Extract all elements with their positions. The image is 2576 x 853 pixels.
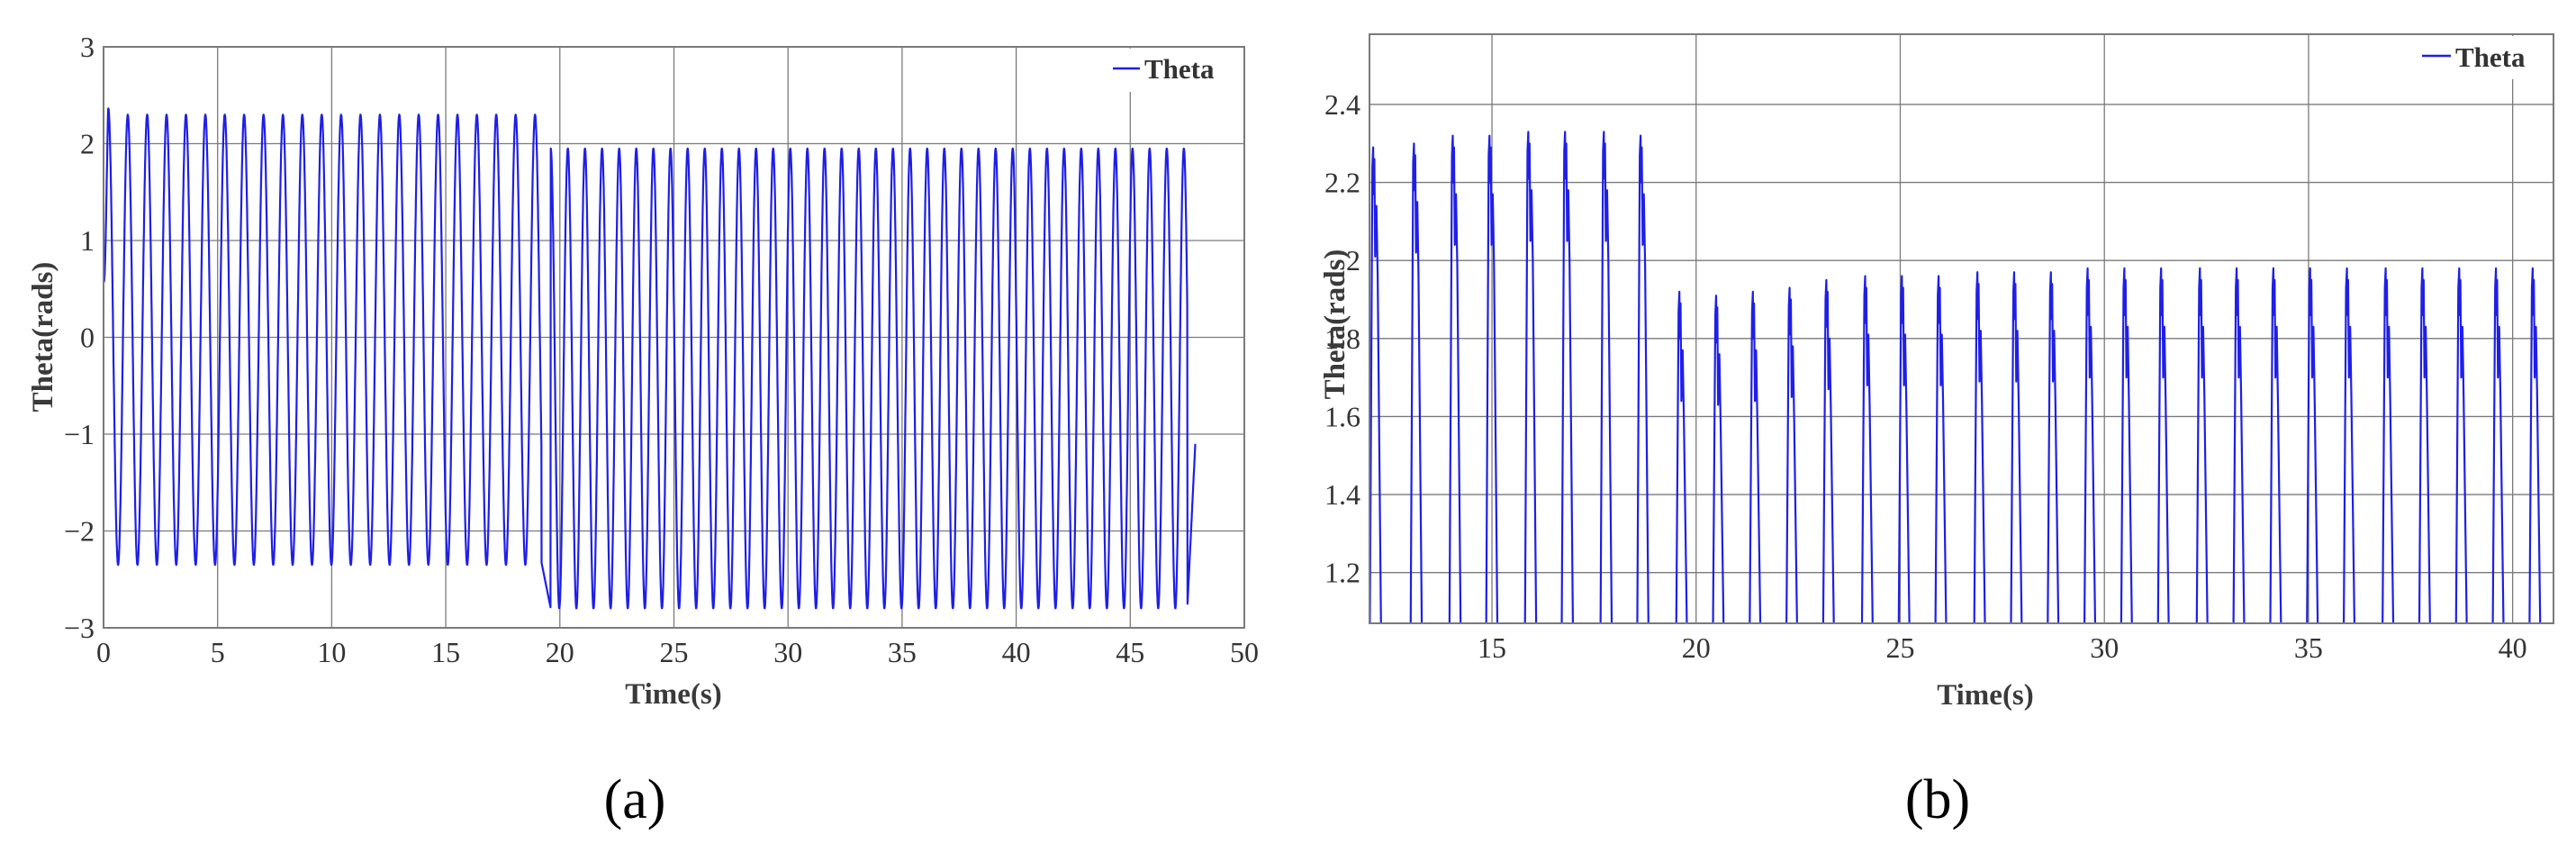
x-tick-label-b-5: 40	[2499, 631, 2527, 664]
y-tick-label-a-4: 1	[80, 224, 95, 257]
y-tick-label-a-6: 3	[80, 31, 95, 63]
ticks-a: 0 5 10 15 20 25 30 35 40 45 50 −3 −2 −1 0 1 2 3	[64, 31, 1259, 668]
x-tick-label-b-2: 25	[1885, 631, 1914, 664]
y-tick-label-a-5: 2	[80, 128, 95, 160]
x-tick-label-b-0: 15	[1478, 631, 1506, 664]
x-tick-label-a-4: 20	[546, 636, 574, 668]
legend-label-b: Theta	[2455, 41, 2526, 73]
panel-caption-b: (b)	[1905, 769, 1970, 830]
plot-frame-a	[103, 46, 1245, 629]
legend-b: Theta	[2413, 36, 2552, 79]
x-tick-label-a-8: 40	[1002, 636, 1031, 668]
y-axis-label-a: Theta(rads)	[27, 262, 59, 413]
y-tick-label-a-0: −3	[64, 612, 95, 644]
chart-panel-b: 15 20 25 30 35 401.21.41.61.822.22.4 Time(s) …	[1319, 33, 2554, 830]
y-tick-label-b-4: 2	[1346, 244, 1360, 277]
x-tick-label-a-3: 15	[431, 636, 460, 668]
theta-series-a-line	[102, 107, 1197, 610]
plot-frame-b	[1369, 33, 2554, 624]
y-tick-label-a-2: −1	[64, 418, 95, 450]
y-tick-label-b-6: 2.4	[1324, 88, 1360, 121]
x-tick-label-a-10: 50	[1230, 636, 1259, 668]
x-axis-label-a: Time(s)	[625, 678, 722, 711]
panel-caption-a: (a)	[604, 769, 666, 830]
x-tick-label-a-2: 10	[317, 636, 346, 668]
y-axis-label-b: Theta(rads)	[1319, 250, 1351, 400]
x-tick-label-a-1: 5	[211, 636, 225, 668]
y-tick-label-b-0: 1.2	[1324, 557, 1360, 589]
chart-panel-a: 0 5 10 15 20 25 30 35 40 45 50 −3 −2 −1 0 1 2 3 Time(s) T…	[27, 31, 1259, 830]
legend-label-a: Theta	[1144, 53, 1215, 85]
x-axis-label-b: Time(s)	[1937, 679, 2034, 712]
x-tick-label-b-4: 35	[2294, 631, 2323, 664]
y-tick-label-a-3: 0	[80, 322, 95, 354]
y-tick-label-a-1: −2	[64, 515, 95, 548]
x-tick-label-b-1: 20	[1682, 631, 1711, 664]
y-tick-label-b-1: 1.4	[1324, 478, 1360, 511]
x-tick-label-a-7: 35	[888, 636, 917, 668]
x-tick-label-b-3: 30	[2090, 631, 2119, 664]
x-tick-label-a-0: 0	[96, 636, 111, 668]
x-tick-label-a-6: 30	[773, 636, 802, 668]
y-tick-label-b-5: 2.2	[1324, 167, 1360, 199]
legend-box-b	[2413, 36, 2552, 79]
legend-a: Theta	[1107, 49, 1243, 92]
x-tick-label-a-5: 25	[660, 636, 689, 668]
theta-series-b-line	[1369, 131, 2542, 623]
y-tick-label-b-3: 1.8	[1324, 322, 1360, 355]
plot-area-b	[1369, 34, 2553, 623]
x-tick-label-a-9: 45	[1116, 636, 1144, 668]
grid-b	[1369, 34, 2553, 623]
ticks-b: 15 20 25 30 35 40 1.2 1.4 1.6 1.8 2 2.2 2.4	[1324, 88, 2527, 664]
y-tick-label-b-2: 1.6	[1324, 400, 1360, 432]
legend-box-a	[1107, 49, 1243, 92]
